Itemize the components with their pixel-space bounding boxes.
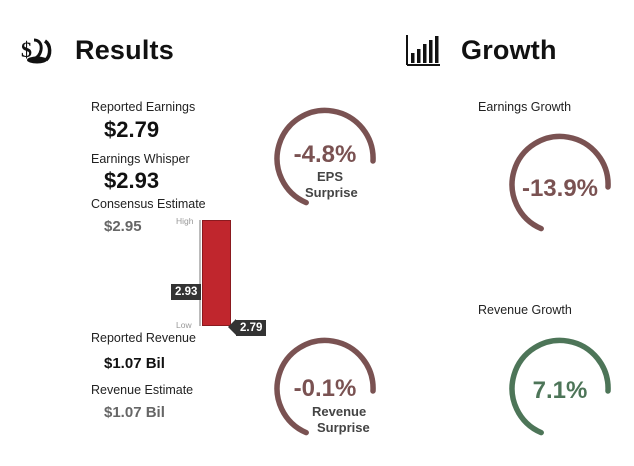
revenue-surprise-percent: -0.1% — [293, 375, 357, 402]
revenue-growth-arc — [509, 337, 611, 436]
bar-chart-icon — [405, 33, 441, 67]
revenue-surprise-line2: Surprise — [317, 420, 370, 435]
range-track — [199, 220, 201, 326]
svg-text:$: $ — [21, 37, 32, 62]
earnings-growth-percent: -13.9% — [521, 175, 599, 202]
revenue-growth-percent: 7.1% — [532, 377, 588, 404]
whisper-value-tag: 2.93 — [171, 284, 202, 300]
reported-value-tag: 2.79 — [236, 320, 267, 336]
revenue-growth-gauge — [505, 336, 615, 446]
reported-tag-arrow — [228, 319, 236, 335]
range-high-label: High — [176, 216, 194, 226]
earnings-range-bar — [202, 220, 231, 326]
revenue-estimate-label: Revenue Estimate — [91, 383, 194, 397]
revenue-surprise-line1: Revenue — [312, 404, 367, 419]
reported-revenue-label: Reported Revenue — [91, 331, 196, 345]
results-icon: $ — [20, 35, 54, 65]
consensus-estimate-label: Consensus Estimate — [91, 197, 206, 211]
reported-revenue-value: $1.07 Bil — [104, 355, 165, 372]
eps-surprise-gauge — [270, 106, 380, 216]
reported-earnings-value: $2.79 — [104, 117, 160, 142]
revenue-estimate-value: $1.07 Bil — [104, 404, 165, 421]
earnings-growth-label: Earnings Growth — [478, 100, 572, 114]
eps-surprise-line2: Surprise — [305, 185, 358, 200]
reported-earnings-label: Reported Earnings — [91, 100, 196, 114]
revenue-surprise-gauge — [270, 336, 380, 446]
growth-title: Growth — [461, 35, 557, 65]
eps-surprise-percent: -4.8% — [293, 141, 357, 168]
eps-gauge-arc — [274, 107, 376, 206]
consensus-estimate-value: $2.95 — [104, 218, 142, 235]
earnings-whisper-value: $2.93 — [104, 168, 160, 193]
earnings-growth-arc — [509, 133, 611, 232]
range-low-label: Low — [176, 320, 192, 330]
revenue-gauge-arc — [274, 337, 376, 436]
revenue-growth-label: Revenue Growth — [478, 303, 572, 317]
earnings-whisper-label: Earnings Whisper — [91, 152, 190, 166]
earnings-growth-gauge — [505, 132, 615, 242]
eps-surprise-line1: EPS — [316, 169, 343, 184]
results-title: Results — [75, 35, 174, 65]
